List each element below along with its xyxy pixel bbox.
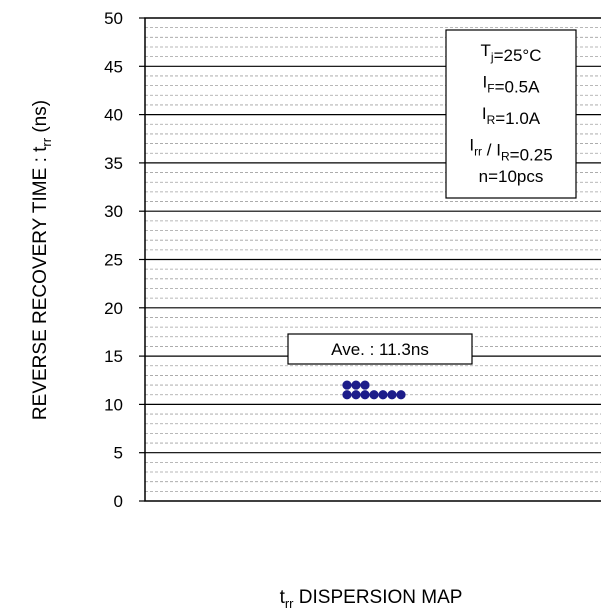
test-condition-line: n=10pcs (479, 167, 544, 186)
test-condition-line: IR=1.0A (482, 104, 541, 128)
data-point (378, 390, 388, 400)
data-point (351, 390, 361, 400)
y-tick-label: 20 (104, 299, 123, 318)
y-tick-label: 5 (114, 444, 123, 463)
data-point (369, 390, 379, 400)
data-point (351, 380, 361, 390)
data-point (342, 390, 352, 400)
test-conditions-box (445, 29, 577, 199)
average-annotation: Ave. : 11.3ns (287, 333, 473, 365)
y-axis-ticks (139, 17, 145, 502)
data-point (360, 380, 370, 390)
data-point (342, 380, 352, 390)
average-annotation-text: Ave. : 11.3ns (331, 340, 429, 359)
y-tick-label: 25 (104, 251, 123, 270)
y-tick-label: 0 (114, 492, 123, 511)
y-tick-label: 50 (104, 9, 123, 28)
test-condition-line: IF=0.5A (483, 73, 541, 97)
data-points (342, 380, 406, 400)
y-tick-label: 40 (104, 106, 123, 125)
test-conditions: Tj=25°C IF=0.5A IR=1.0A Irr / IR=0.25 n=10pc… (445, 29, 577, 199)
y-tick-label: 30 (104, 202, 123, 221)
y-tick-label: 10 (104, 395, 123, 414)
y-tick-label: 15 (104, 347, 123, 366)
test-condition-line: Irr / IR=0.25 (469, 136, 552, 165)
data-point (396, 390, 406, 400)
test-condition-line: Tj=25°C (481, 41, 542, 65)
y-tick-label: 45 (104, 57, 123, 76)
x-axis-label: trr DISPERSION MAP (280, 587, 463, 611)
average-annotation-box (287, 333, 473, 365)
y-axis-label: REVERSE RECOVERY TIME : trr (ns) (30, 100, 54, 420)
data-point (387, 390, 397, 400)
y-tick-label: 35 (104, 154, 123, 173)
y-axis-tick-labels: 0 5 10 15 20 25 30 35 40 45 50 (104, 9, 123, 511)
data-point (360, 390, 370, 400)
